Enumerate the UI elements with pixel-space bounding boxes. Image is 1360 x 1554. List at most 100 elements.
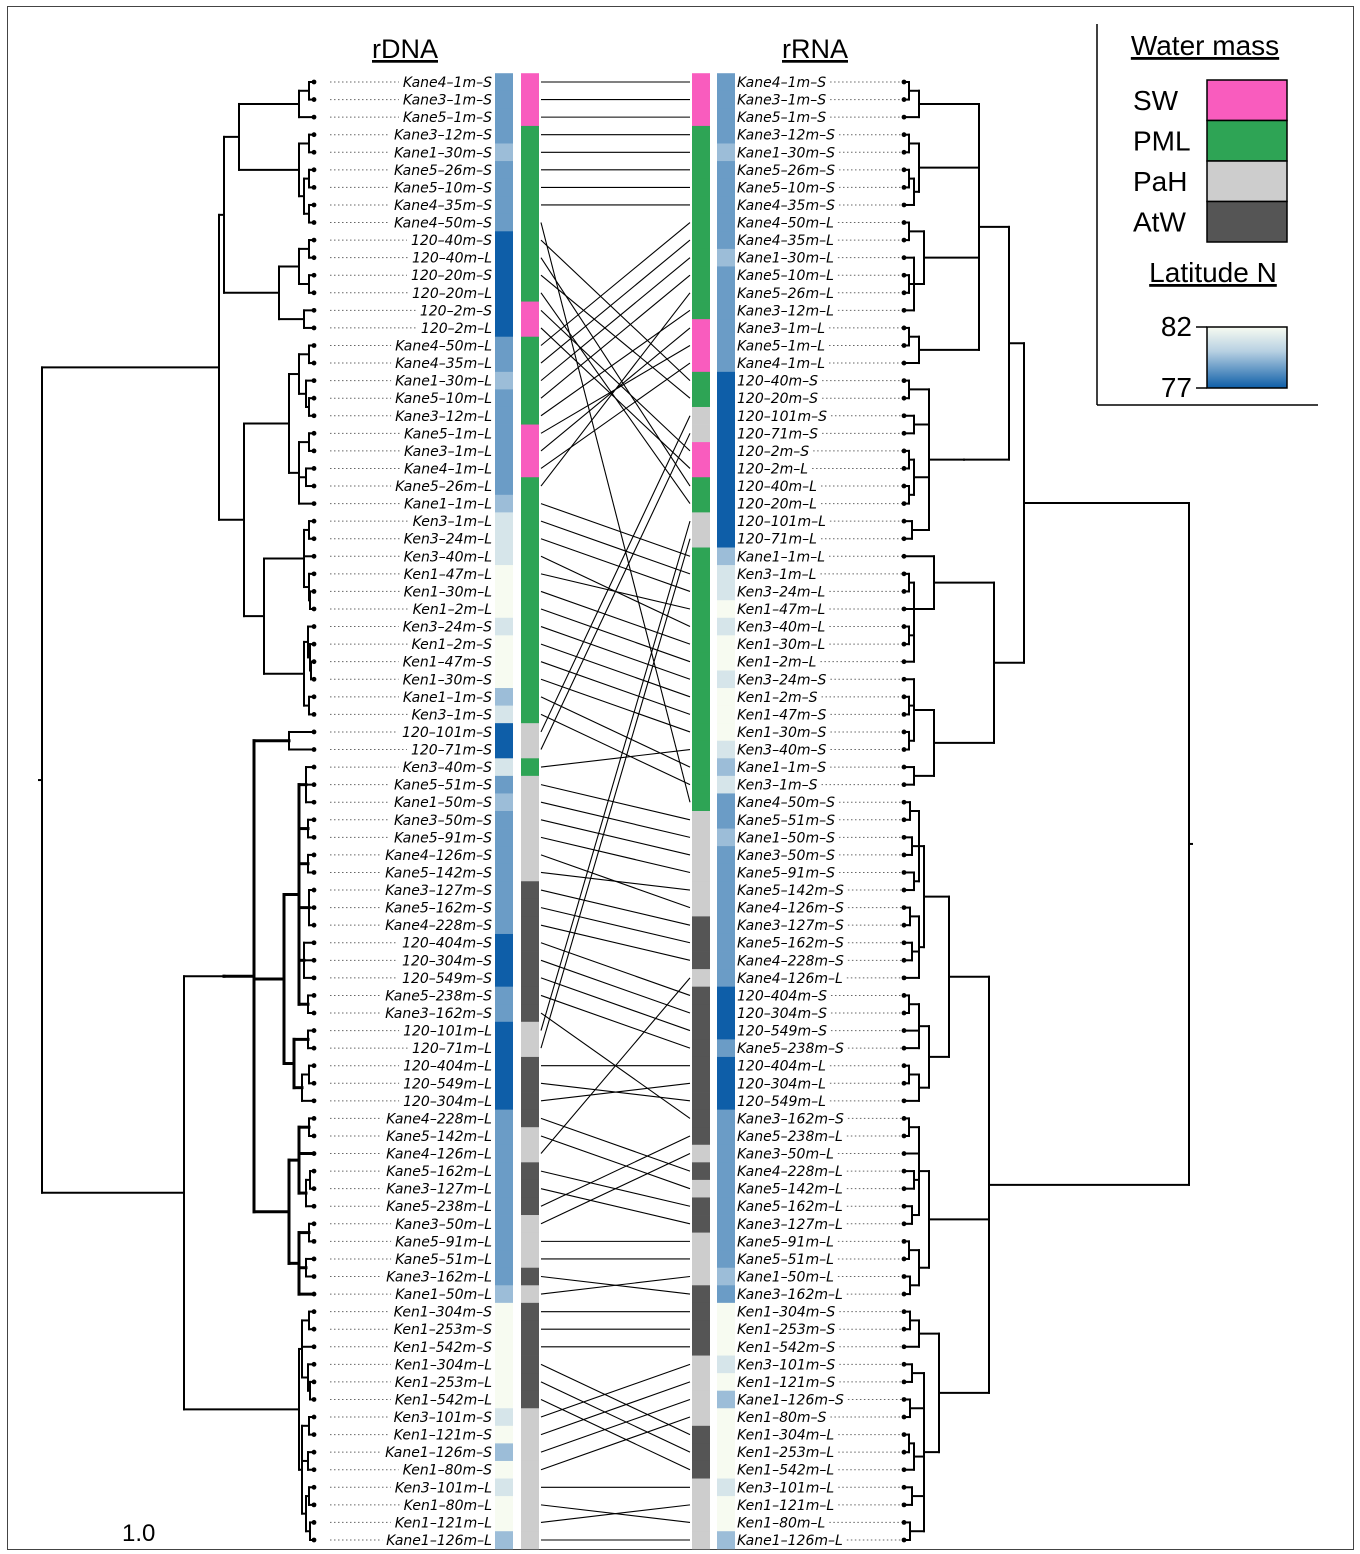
rdna-leaf-label: 120–40m–S xyxy=(411,233,492,249)
rdna-latitude-cell xyxy=(495,1390,513,1409)
tangle-line xyxy=(540,836,691,874)
rdna-latitude-cell xyxy=(495,284,513,302)
rdna-water-mass-cell xyxy=(521,231,539,250)
tangle-line xyxy=(540,503,691,557)
rrna-leaf-label: Kane5–10m–S xyxy=(737,180,835,196)
rrna-water-mass-cell xyxy=(692,1144,710,1163)
rrna-leaf-tip xyxy=(901,237,907,243)
rdna-latitude-cell xyxy=(495,793,513,812)
rdna-leaf-tip xyxy=(311,483,317,489)
rdna-leaf-tip xyxy=(311,307,317,313)
rdna-latitude-cell xyxy=(495,1267,513,1286)
rdna-water-mass-cell xyxy=(521,881,539,900)
rdna-leaf-tip xyxy=(311,694,317,700)
rrna-water-mass-cell xyxy=(692,354,710,373)
rdna-latitude-cell xyxy=(495,600,513,619)
rdna-leaf-tip xyxy=(311,518,317,524)
rrna-latitude-cell xyxy=(717,863,735,882)
tangle-line xyxy=(540,1381,691,1453)
rdna-leaf-label: Kane5–91m–S xyxy=(394,830,492,846)
rrna-water-mass-cell xyxy=(692,529,710,548)
rdna-water-mass-cell xyxy=(521,1373,539,1392)
rdna-leaf-tip xyxy=(311,1186,317,1192)
rrna-water-mass-cell xyxy=(692,582,710,601)
rdna-leaf-tip xyxy=(311,1203,317,1209)
rdna-water-mass-cell xyxy=(521,582,539,601)
rrna-leaf-label: Kane3–162m–L xyxy=(737,1287,843,1303)
rdna-latitude-cell xyxy=(495,1232,513,1251)
rdna-water-mass-cell xyxy=(521,1232,539,1251)
rdna-water-mass-cell xyxy=(521,1074,539,1093)
rrna-leaf-tip xyxy=(901,747,907,752)
rrna-leaf-label: Ken3–24m–S xyxy=(737,672,827,688)
rrna-leaf-tip xyxy=(901,782,907,788)
rdna-leaf-label: Kane3–1m–L xyxy=(404,444,492,460)
rrna-water-mass-cell xyxy=(692,406,710,425)
rrna-leaf-label: Kane5–1m–S xyxy=(737,110,826,126)
rdna-leaf-label: Ken1–304m–S xyxy=(394,1305,492,1321)
rrna-leaf-label: Kane5–91m–L xyxy=(737,1234,834,1250)
rrna-leaf-tip xyxy=(901,325,907,331)
rdna-leaf-tip xyxy=(311,659,317,665)
rdna-water-mass-cell xyxy=(521,1197,539,1216)
rrna-leaf-label: 120–2m–S xyxy=(737,444,809,460)
rrna-water-mass-cell xyxy=(692,1109,710,1128)
tangle-line xyxy=(540,1135,691,1207)
tangle-line xyxy=(540,977,691,1154)
rrna-latitude-cell xyxy=(717,231,735,250)
tangle-line xyxy=(540,1398,691,1453)
rdna-leaf-label: Kane5–142m–S xyxy=(385,865,492,881)
rrna-leaf-tip xyxy=(901,975,907,981)
rdna-leaf-label: Ken3–40m–S xyxy=(403,760,493,776)
rdna-leaf-label: Kane4–35m–L xyxy=(395,356,492,372)
rrna-water-mass-cell xyxy=(692,125,710,144)
legend: Water mass SW PML PaH AtW Latitude N 82 77 xyxy=(1096,24,1318,406)
tangle-line xyxy=(540,1188,691,1225)
rrna-latitude-cell xyxy=(717,1109,735,1128)
rdna-water-mass-cell xyxy=(521,336,539,355)
rdna-leaf-label: Kane4–228m–S xyxy=(385,918,492,934)
rdna-leaf-label: Kane3–12m–L xyxy=(395,409,492,425)
rrna-latitude-cell xyxy=(717,73,735,92)
rrna-water-mass-cell xyxy=(692,828,710,847)
rdna-water-mass-cell xyxy=(521,811,539,829)
rdna-leaf-label: Ken3–1m–L xyxy=(413,514,492,530)
rrna-leaf-label: Kane4–35m–L xyxy=(737,233,834,249)
rrna-latitude-cell xyxy=(717,1513,735,1532)
rrna-latitude-cell xyxy=(717,1408,735,1427)
rrna-leaf-tip xyxy=(901,1361,907,1367)
rdna-latitude-cell xyxy=(495,389,513,408)
rrna-latitude-cell xyxy=(717,1250,735,1269)
rdna-latitude-cell xyxy=(495,811,513,829)
rrna-leaf-tip xyxy=(901,536,907,542)
rrna-leaf-tip xyxy=(901,1309,907,1315)
rrna-leaf-tip xyxy=(901,1045,907,1051)
tangle-line xyxy=(540,1363,691,1418)
rrna-leaf-label: Kane4–1m–S xyxy=(737,75,826,91)
rdna-water-mass-cell xyxy=(521,793,539,812)
rrna-leaf-tip xyxy=(901,1203,907,1209)
rrna-water-mass-cell xyxy=(692,1390,710,1409)
rrna-leaf-tip xyxy=(901,1186,907,1192)
rrna-latitude-cell xyxy=(717,1004,735,1023)
rdna-leaf-tip xyxy=(311,975,317,981)
rdna-leaf-tip xyxy=(311,220,317,225)
rrna-water-mass-cell xyxy=(692,916,710,935)
rrna-leaf-label: Kane5–1m–L xyxy=(737,338,825,354)
rdna-leaf-label: 120–549m–S xyxy=(402,971,492,987)
rrna-leaf-label: Ken1–542m–L xyxy=(737,1463,834,1479)
rdna-latitude-cell xyxy=(495,1320,513,1339)
rrna-leaf-tip xyxy=(901,501,907,506)
rdna-water-mass-cell xyxy=(521,196,539,215)
rrna-water-mass-cell xyxy=(692,108,710,127)
rrna-water-mass-cell xyxy=(692,1496,710,1515)
rrna-water-mass-cell xyxy=(692,1074,710,1093)
rdna-leaf-tip xyxy=(311,1028,317,1033)
rdna-leaf-label: Ken1–121m–L xyxy=(395,1515,492,1531)
tangle-line xyxy=(540,1363,691,1436)
rdna-water-mass-cell xyxy=(521,477,539,496)
rrna-water-mass-cell xyxy=(692,670,710,689)
rdna-latitude-cell xyxy=(495,1179,513,1198)
rrna-water-mass-cell xyxy=(692,1285,710,1304)
